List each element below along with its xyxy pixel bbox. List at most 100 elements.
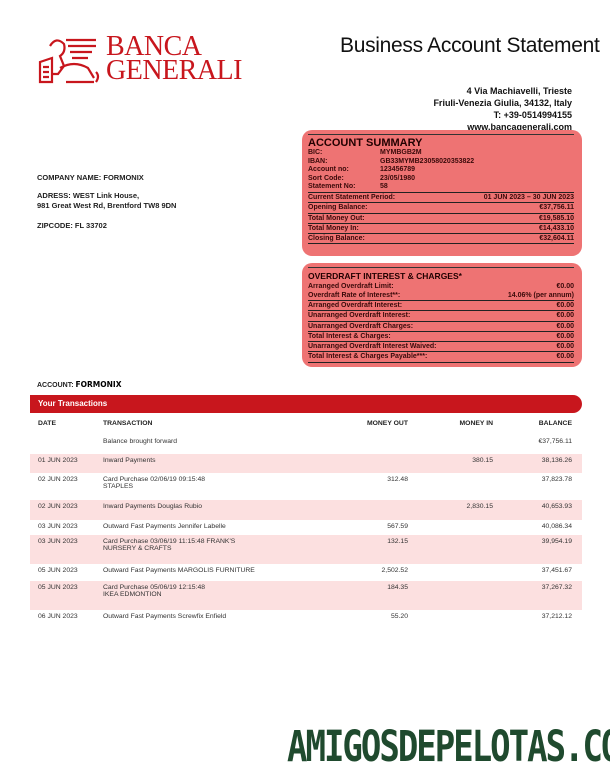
row-label: Account no: (308, 166, 349, 174)
transaction-desc: Outward Fast Payments Jennifer Labelle (103, 523, 226, 530)
row-label: Arranged Overdraft Interest: (308, 302, 403, 309)
summary-row: Statement No: 58 (308, 183, 574, 192)
summary-title: ACCOUNT SUMMARY (308, 134, 574, 149)
cell-balance: 40,086.34 (541, 523, 572, 530)
row-value: 01 JUN 2023 – 30 JUN 2023 (483, 193, 574, 201)
transaction-desc: Inward Payments Douglas Rubio (103, 503, 202, 510)
cell-date (30, 435, 103, 454)
summary-row: BIC: MYMBGB2M (308, 149, 574, 158)
row-label: Unarranged Overdraft Interest Waived: (308, 343, 437, 351)
cell-money-out: 55.20 (390, 613, 408, 620)
cell-money-out: 132.15 (293, 535, 408, 564)
cell-money-in: 2,830.15 (408, 500, 493, 520)
summary-row: Arranged Overdraft Limit: €0.00 (308, 282, 574, 291)
row-value: €0.00 (556, 312, 574, 320)
row-value: €0.00 (556, 332, 574, 340)
summary-row: Current Statement Period: 01 JUN 2023 – 3… (308, 191, 574, 202)
transaction-desc: Outward Fast Payments MARGOLIS FURNITURE (103, 567, 255, 574)
account-label-text: ACCOUNT: (37, 382, 74, 389)
cell-transaction: Outward Fast Payments Screwfix Enfield (103, 610, 293, 628)
cell-balance: 38,136.26 (493, 454, 582, 473)
bank-address: 4 Via Machiavelli, Trieste Friuli-Venezi… (433, 85, 572, 133)
address-street: 4 Via Machiavelli, Trieste (466, 86, 572, 96)
cell-balance: 37,451.67 (541, 567, 572, 574)
cell-money-in (408, 610, 493, 628)
summary-row: Sort Code: 23/05/1980 (308, 175, 574, 184)
cell-money-out: 567.59 (387, 523, 408, 530)
row-value: 23/05/1980 (380, 174, 416, 182)
cell-money-in (408, 564, 493, 581)
cell-money-in (408, 473, 493, 500)
row-value: €0.00 (556, 353, 574, 361)
summary-row: Account no: 123456789 (308, 166, 574, 175)
summary-row: Arranged Overdraft Interest: €0.00 (308, 300, 574, 310)
row-value: €37,756.11 (539, 204, 574, 212)
account-label: ACCOUNT: FORMONIX (37, 380, 121, 389)
summary-row: Total Money In: €14,433.10 (308, 222, 574, 233)
cell-date: 03 JUN 2023 (38, 523, 78, 530)
summary-row: Overdraft Rate of Interest**: 14.06% (per… (308, 291, 574, 300)
winged-lion-icon (38, 38, 100, 84)
watermark: AMIGOSDEPELOTAS.COM (287, 722, 610, 772)
cell-money-out: 312.48 (387, 476, 408, 483)
row-label: Sort Code: (308, 174, 344, 182)
cell-balance: 37,823.78 (541, 476, 572, 483)
row-value: GB33MYMB23058020353822 (380, 157, 475, 165)
row-label: BIC: (308, 149, 323, 156)
table-row: 05 JUN 2023 Card Purchase 05/06/19 12:15… (30, 581, 582, 610)
cell-date: 05 JUN 2023 (30, 581, 103, 610)
overdraft-summary: OVERDRAFT INTEREST & CHARGES* Arranged O… (302, 263, 582, 367)
col-balance: BALANCE (538, 420, 572, 427)
address-phone: T: +39-0514994155 (493, 110, 572, 120)
table-row: 02 JUN 2023 Inward Payments Douglas Rubi… (30, 500, 582, 520)
cell-date: 06 JUN 2023 (38, 613, 78, 620)
cell-money-out (293, 454, 408, 473)
address-region: Friuli-Venezia Giulia, 34132, Italy (433, 98, 572, 108)
transaction-desc: Card Purchase 05/06/19 12:15:48 (103, 584, 206, 591)
bank-logo: BANCA GENERALI (36, 32, 242, 86)
table-row: 02 JUN 2023 Card Purchase 02/06/19 09:15… (30, 473, 582, 500)
transaction-desc-line2: STAPLES (103, 483, 134, 490)
summary-row: IBAN: GB33MYMB23058020353822 (308, 158, 574, 167)
table-row: Balance brought forward €37,756.11 (30, 435, 582, 454)
row-label: Current Statement Period: (308, 193, 396, 201)
row-value: €0.00 (556, 283, 574, 290)
row-value: €0.00 (556, 343, 574, 351)
cell-balance: 39,954.19 (493, 535, 582, 564)
cell-balance: 40,653.93 (493, 500, 582, 520)
address-website[interactable]: www.bancagenerali.com (467, 122, 572, 132)
address-line2: 981 Great West Rd, Brentford TW8 9DN (37, 201, 177, 210)
summary-row: Closing Balance: €32,604.11 (308, 233, 574, 245)
brand-name-line1: BANCA (106, 31, 202, 62)
summary-row: Unarranged Overdraft Charges: €0.00 (308, 320, 574, 331)
row-label: Total Interest & Charges: (308, 332, 391, 340)
cell-money-in (408, 435, 493, 454)
page-title: Business Account Statement (340, 34, 600, 57)
account-summary: ACCOUNT SUMMARY BIC: MYMBGB2M IBAN: GB33MYM… (302, 130, 582, 256)
row-label: Statement No: (308, 183, 356, 191)
cell-transaction: Balance brought forward (103, 435, 293, 454)
col-transaction: TRANSACTION (103, 420, 153, 427)
row-value: MYMBGB2M (380, 149, 422, 156)
cell-money-in (408, 520, 493, 535)
cell-money-in (408, 535, 493, 564)
cell-money-out: 2,502.52 (381, 567, 408, 574)
transaction-desc: Balance brought forward (103, 438, 178, 445)
cell-money-in (408, 581, 493, 610)
row-value: €32,604.11 (539, 235, 574, 243)
brand-name-line2: GENERALI (106, 55, 242, 86)
transactions-table: DATE TRANSACTION MONEY OUT MONEY IN BALA… (30, 413, 582, 628)
company-name: COMPANY NAME: FORMONIX (37, 173, 144, 182)
summary-row: Opening Balance: €37,756.11 (308, 202, 574, 212)
row-label: Total Money In: (308, 224, 359, 232)
row-label: Total Interest & Charges Payable***: (308, 353, 428, 361)
summary-row: Total Interest & Charges Payable***: €0.0… (308, 351, 574, 363)
company-zipcode: ZIPCODE: FL 33702 (37, 221, 107, 230)
row-label: Closing Balance: (308, 235, 365, 243)
cell-transaction: Card Purchase 03/06/19 11:15:48 FRANK'S N… (103, 535, 293, 564)
transaction-desc: Card Purchase 03/06/19 11:15:48 FRANK'S (103, 538, 236, 545)
cell-date: 02 JUN 2023 (38, 476, 78, 483)
cell-transaction: Inward Payments Douglas Rubio (103, 500, 293, 520)
cell-money-out: 184.35 (293, 581, 408, 610)
cell-date: 03 JUN 2023 (30, 535, 103, 564)
